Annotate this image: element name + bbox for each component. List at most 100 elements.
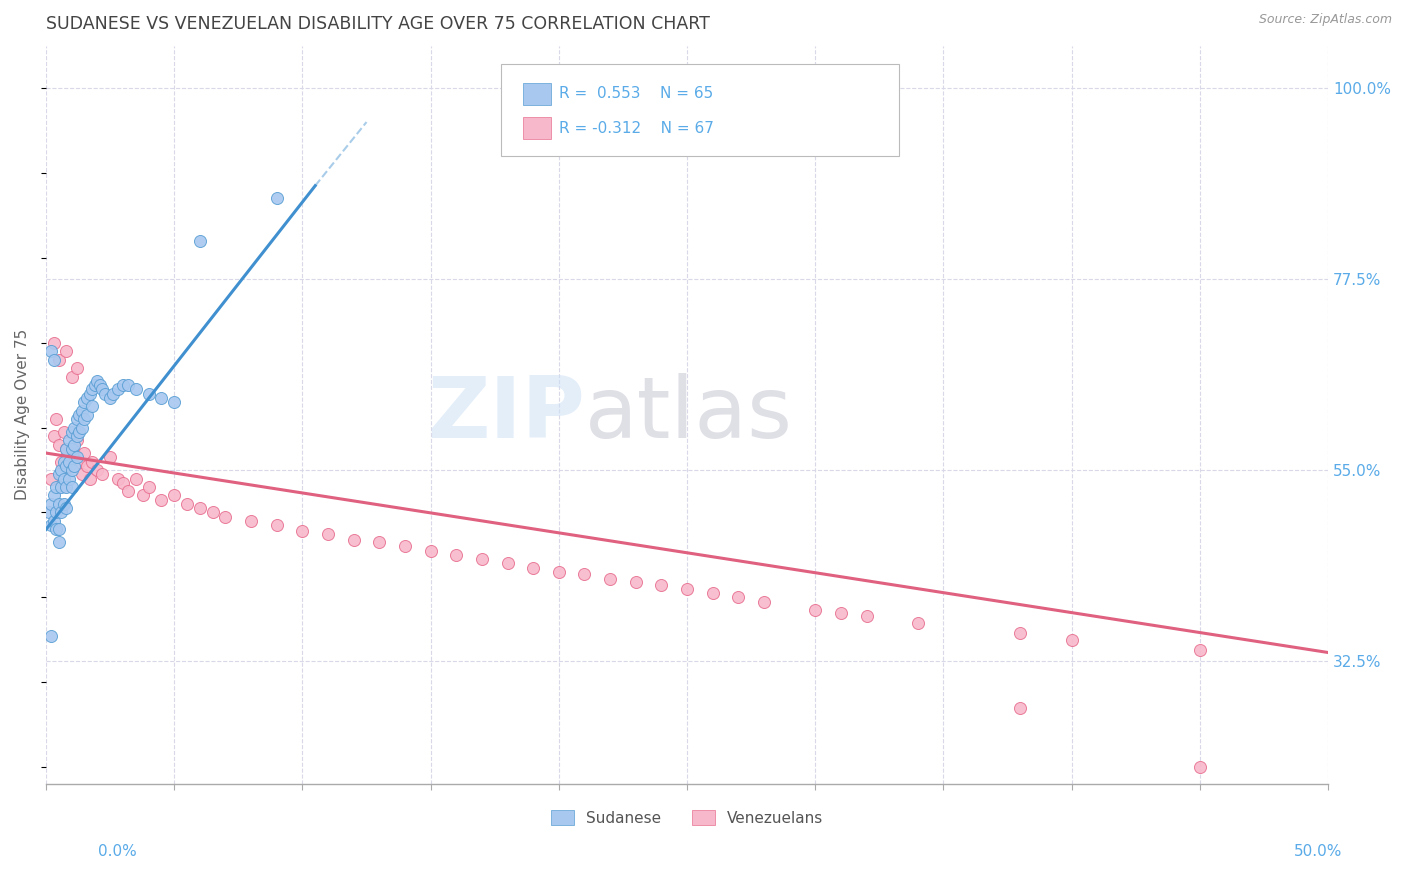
Point xyxy=(55,480,77,494)
Point xyxy=(163,395,186,409)
Point xyxy=(48,535,70,549)
Point xyxy=(394,540,416,554)
Point xyxy=(111,475,134,490)
Legend: Sudanese, Venezuelans: Sudanese, Venezuelans xyxy=(546,804,830,832)
Point xyxy=(67,454,90,468)
Point xyxy=(150,391,173,405)
Point xyxy=(45,506,67,520)
Point xyxy=(804,603,827,617)
Point xyxy=(94,386,117,401)
Point xyxy=(51,454,73,468)
Text: R = -0.312    N = 67: R = -0.312 N = 67 xyxy=(558,121,714,136)
Point xyxy=(76,408,98,422)
Point xyxy=(368,535,391,549)
Point xyxy=(107,471,129,485)
Point xyxy=(79,471,101,485)
Point xyxy=(70,420,93,434)
Point xyxy=(76,391,98,405)
Text: atlas: atlas xyxy=(585,374,793,457)
Point xyxy=(52,454,75,468)
Point xyxy=(55,501,77,516)
Point xyxy=(86,374,108,388)
Text: R =  0.553    N = 65: R = 0.553 N = 65 xyxy=(558,87,713,101)
Point xyxy=(82,383,104,397)
Point xyxy=(58,471,80,485)
Point xyxy=(66,450,89,465)
Point xyxy=(291,524,314,538)
Point xyxy=(624,575,647,590)
Point xyxy=(150,492,173,507)
Point xyxy=(111,378,134,392)
Point xyxy=(91,467,114,482)
Text: 0.0%: 0.0% xyxy=(98,845,138,859)
Point xyxy=(76,458,98,473)
Point xyxy=(73,395,96,409)
Point xyxy=(1188,760,1211,774)
Point xyxy=(60,369,83,384)
Point xyxy=(70,403,93,417)
Point xyxy=(599,572,621,586)
Point xyxy=(58,458,80,473)
Point xyxy=(727,591,749,605)
Point xyxy=(66,412,89,426)
Point xyxy=(132,488,155,502)
Point xyxy=(855,609,877,624)
Point xyxy=(86,463,108,477)
Point xyxy=(45,412,67,426)
Point xyxy=(101,386,124,401)
Point xyxy=(98,450,121,465)
Point xyxy=(52,471,75,485)
Text: Source: ZipAtlas.com: Source: ZipAtlas.com xyxy=(1258,13,1392,27)
Point xyxy=(63,437,86,451)
Point xyxy=(66,361,89,376)
Point xyxy=(522,560,544,574)
Point xyxy=(266,191,288,205)
Point xyxy=(45,480,67,494)
Text: 50.0%: 50.0% xyxy=(1295,845,1343,859)
Point xyxy=(42,514,65,528)
Point xyxy=(60,450,83,465)
Y-axis label: Disability Age Over 75: Disability Age Over 75 xyxy=(15,329,30,500)
Point xyxy=(39,497,62,511)
Point xyxy=(45,523,67,537)
Point xyxy=(39,628,62,642)
Point xyxy=(91,383,114,397)
Point xyxy=(52,425,75,439)
Point xyxy=(676,582,699,596)
Point xyxy=(471,552,494,566)
Point xyxy=(82,454,104,468)
Point xyxy=(38,506,60,520)
Point xyxy=(39,344,62,359)
Point xyxy=(48,523,70,537)
Point xyxy=(42,352,65,367)
Point xyxy=(48,497,70,511)
Point xyxy=(214,509,236,524)
Point xyxy=(42,488,65,502)
Point xyxy=(48,352,70,367)
Text: ZIP: ZIP xyxy=(427,374,585,457)
Point xyxy=(343,533,366,547)
Point xyxy=(107,383,129,397)
Point xyxy=(1010,700,1032,714)
FancyBboxPatch shape xyxy=(523,83,551,104)
Point xyxy=(496,557,519,571)
Point xyxy=(63,420,86,434)
FancyBboxPatch shape xyxy=(501,64,898,156)
Point xyxy=(52,497,75,511)
Point xyxy=(63,458,86,473)
Point xyxy=(547,565,569,579)
Point xyxy=(240,514,263,528)
Point xyxy=(58,454,80,468)
Point xyxy=(67,408,90,422)
Point xyxy=(63,446,86,460)
Point xyxy=(42,429,65,443)
Point xyxy=(1188,643,1211,657)
FancyBboxPatch shape xyxy=(523,117,551,139)
Point xyxy=(138,386,160,401)
Point xyxy=(125,471,148,485)
Point xyxy=(51,463,73,477)
Point xyxy=(98,391,121,405)
Point xyxy=(73,446,96,460)
Point xyxy=(188,234,211,248)
Point xyxy=(752,594,775,608)
